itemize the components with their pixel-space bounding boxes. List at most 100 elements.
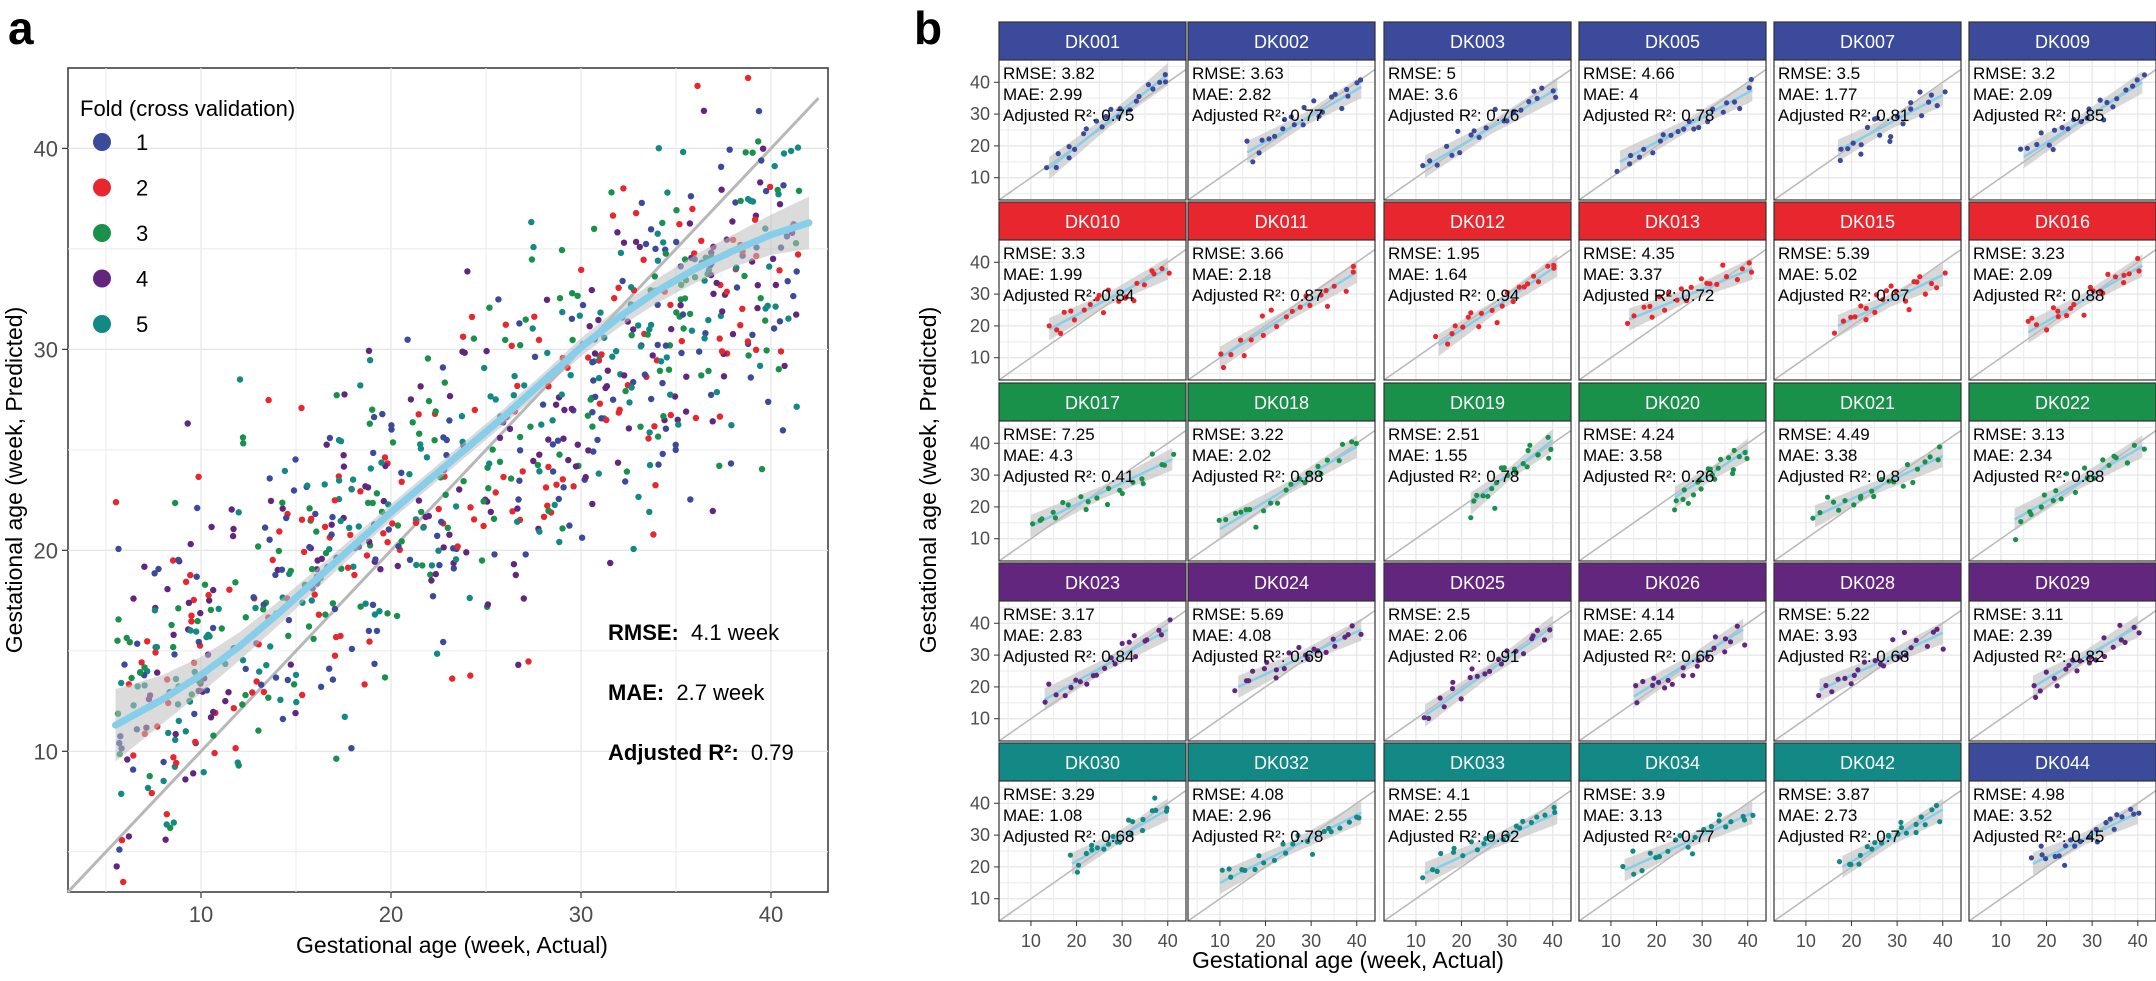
data-point — [544, 349, 551, 357]
data-point — [594, 436, 601, 444]
facet-strip-label: DK030 — [1065, 753, 1120, 773]
facet-rmse: RMSE: 4.66 — [1583, 64, 1675, 83]
data-point — [772, 281, 780, 289]
facet-point — [2134, 77, 2140, 83]
facet-point — [1244, 138, 1250, 144]
facet-point — [2130, 83, 2136, 89]
facet-r2: Adjusted R²: 0.8 — [1778, 467, 1900, 486]
facet-y-tick-label: 40 — [970, 72, 990, 92]
facet-point — [1869, 846, 1875, 852]
facet-strip — [1773, 382, 1962, 422]
facet-point — [1680, 665, 1686, 671]
data-point — [349, 476, 357, 483]
facet-point — [1457, 150, 1463, 156]
data-point — [362, 600, 369, 607]
data-point — [672, 441, 679, 448]
facet-rmse: RMSE: 4.1 — [1388, 785, 1470, 804]
facet-point — [1937, 819, 1943, 825]
facet-x-tick-label: 10 — [1210, 931, 1230, 951]
facet-x-tick-label: 30 — [1112, 931, 1132, 951]
facet-mae: MAE: 4.3 — [1003, 446, 1073, 465]
facet-point — [2082, 465, 2088, 471]
facet-point — [1817, 509, 1823, 516]
facet-point — [2136, 268, 2142, 274]
data-point — [249, 689, 256, 696]
facet-x-tick-label: 40 — [1543, 931, 1563, 951]
data-point — [630, 326, 637, 333]
data-point — [168, 621, 175, 629]
data-point — [654, 257, 662, 264]
facet-point — [1337, 825, 1343, 831]
data-point — [326, 665, 333, 672]
facet-point — [1081, 307, 1087, 313]
facet-r2: Adjusted R²: 0.7 — [1778, 827, 1900, 846]
facet-r2: Adjusted R²: 0.77 — [1583, 827, 1714, 846]
data-point — [363, 552, 371, 559]
facet-strip-label: DK021 — [1840, 393, 1895, 413]
mae-label: MAE: — [608, 680, 664, 705]
data-point — [772, 303, 779, 310]
facet-point — [1302, 480, 1308, 486]
facet-point — [1904, 462, 1911, 468]
facet-point — [1499, 303, 1505, 309]
facet-point — [1219, 867, 1225, 873]
data-point — [619, 277, 626, 285]
facet-point — [2077, 838, 2083, 845]
data-point — [452, 556, 460, 563]
facet-point — [1877, 132, 1883, 138]
data-point — [218, 625, 225, 632]
data-point — [558, 246, 566, 254]
data-point — [579, 301, 587, 309]
legend-label: 2 — [136, 176, 148, 201]
data-point — [459, 333, 467, 340]
data-point — [520, 595, 527, 602]
facet-frame — [1187, 780, 1376, 922]
data-point — [664, 189, 671, 196]
facet-point — [1872, 658, 1878, 664]
facet-mae: MAE: 2.73 — [1778, 806, 1857, 825]
data-point — [435, 505, 442, 513]
facet-strip — [1968, 201, 2156, 241]
data-point — [460, 478, 467, 485]
data-point — [500, 473, 507, 481]
data-point — [162, 836, 169, 843]
data-point — [776, 318, 784, 325]
data-point — [713, 279, 720, 287]
facet-point — [1830, 499, 1837, 505]
facet-point — [1042, 699, 1048, 705]
facet-point — [2104, 99, 2110, 106]
facet-strip-label: DK016 — [2035, 212, 2090, 232]
facet-mae: MAE: 1.77 — [1778, 85, 1857, 104]
data-point — [729, 330, 737, 338]
facet-point — [1942, 270, 1948, 276]
facet-point — [1539, 85, 1545, 91]
facet-point — [2043, 856, 2049, 862]
facet-point — [1534, 627, 1540, 634]
facet-point — [1888, 283, 1894, 289]
facet-point — [1289, 308, 1295, 314]
data-point — [705, 367, 712, 375]
data-point — [777, 348, 785, 355]
facet-point — [1483, 125, 1489, 131]
data-point — [379, 410, 386, 418]
data-point — [256, 668, 263, 675]
data-point — [687, 193, 695, 200]
facet-point — [1339, 441, 1346, 447]
facet-point — [2124, 460, 2130, 466]
facet-point — [1657, 138, 1663, 144]
facet-rmse: RMSE: 4.98 — [1973, 785, 2065, 804]
facet-strip-label: DK001 — [1065, 32, 1120, 52]
data-point — [502, 336, 509, 344]
facet-point — [1268, 500, 1274, 506]
facet-point — [1918, 814, 1924, 820]
data-point — [485, 485, 492, 492]
facet-point — [1662, 307, 1668, 313]
facet-point — [2131, 442, 2137, 448]
data-point — [200, 769, 207, 776]
facet-point — [2059, 125, 2065, 131]
data-point — [632, 238, 640, 246]
